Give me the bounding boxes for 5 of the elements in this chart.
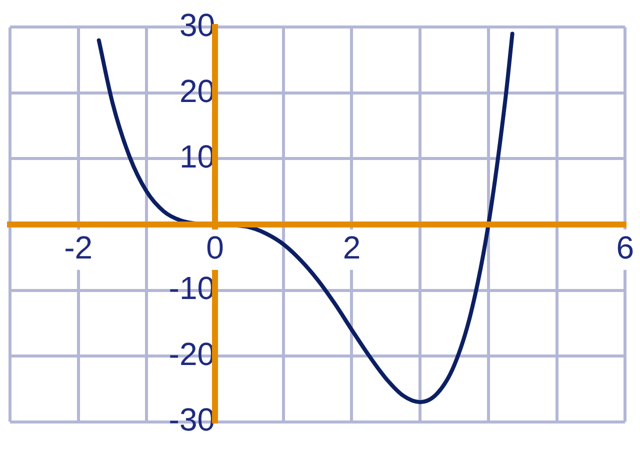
x-tick-label: 2 <box>342 230 361 266</box>
x-tick-label: 0 <box>206 230 224 266</box>
y-tick-label: 30 <box>179 7 216 44</box>
x-tick-label: -2 <box>64 230 93 266</box>
x-tick-label: 6 <box>616 230 634 266</box>
